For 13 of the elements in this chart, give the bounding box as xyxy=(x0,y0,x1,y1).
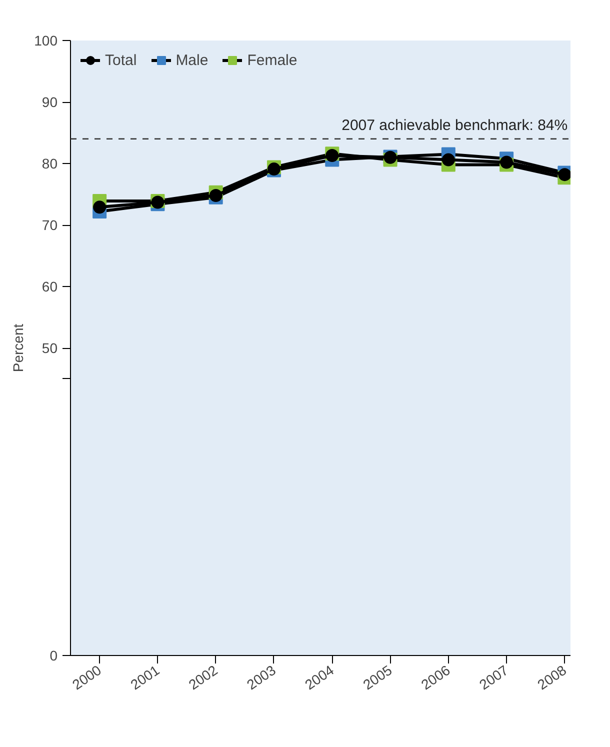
y-tick-label: 60 xyxy=(42,278,58,294)
y-tick-label: 50 xyxy=(42,340,58,356)
x-tick-label: 2001 xyxy=(127,662,162,693)
legend-label: Total xyxy=(105,52,137,68)
legend-label: Female xyxy=(247,52,298,68)
ref-line-label: 2007 achievable benchmark: 84% xyxy=(342,116,568,134)
y-tick-label: 80 xyxy=(42,156,58,172)
legend-label: Male xyxy=(176,52,208,68)
y-tick-label: 100 xyxy=(34,32,58,48)
y-tick-label: 70 xyxy=(42,217,58,233)
y-tick-label: 90 xyxy=(42,94,58,110)
y-axis-title: Percent xyxy=(10,324,26,372)
y-tick-label: 0 xyxy=(50,648,58,664)
